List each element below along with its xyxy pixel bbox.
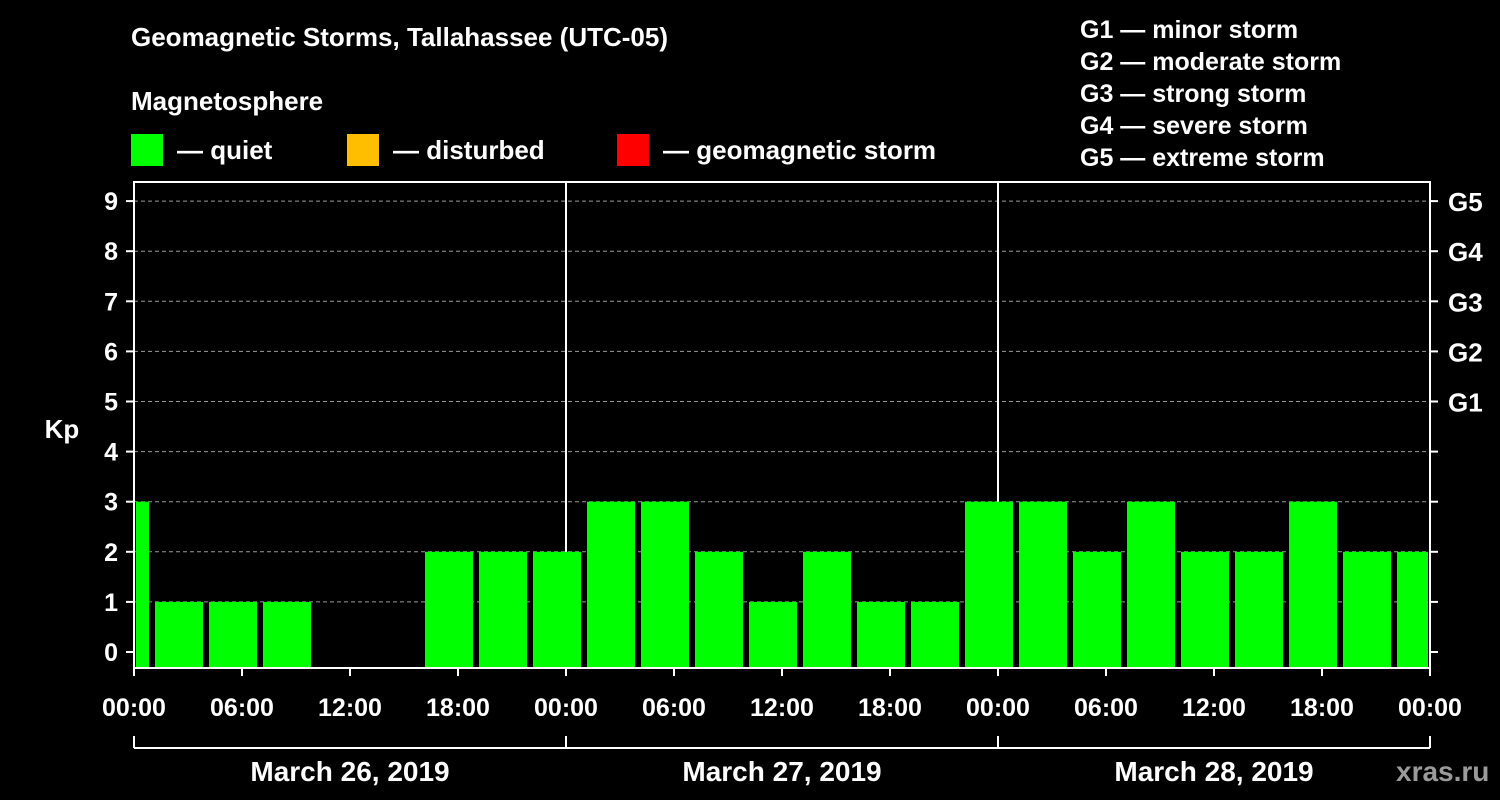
x-tick-label: 00:00 <box>966 694 1030 722</box>
kp-bar <box>1181 551 1229 668</box>
y-tick-label: 0 <box>104 639 118 667</box>
kp-bar <box>1019 501 1067 668</box>
kp-bar <box>209 601 257 668</box>
g-scale-g1: G1 — minor storm <box>1080 16 1299 44</box>
x-tick-label: 18:00 <box>426 694 490 722</box>
g-level-label: G2 <box>1448 337 1483 367</box>
legend-swatch-disturbed <box>347 134 379 166</box>
x-tick-label: 12:00 <box>318 694 382 722</box>
kp-bar <box>695 551 743 668</box>
x-tick-label: 00:00 <box>1398 694 1462 722</box>
y-tick-label: 8 <box>104 238 118 266</box>
g-scale-g3: G3 — strong storm <box>1080 80 1307 108</box>
date-label: March 26, 2019 <box>250 756 449 787</box>
kp-bar <box>857 601 905 668</box>
x-tick-label: 18:00 <box>858 694 922 722</box>
chart-title: Geomagnetic Storms, Tallahassee (UTC-05) <box>131 22 669 52</box>
kp-bar <box>263 601 311 668</box>
x-tick-label: 18:00 <box>1290 694 1354 722</box>
kp-bar <box>136 501 149 668</box>
legend-item-quiet: — quiet <box>131 133 272 167</box>
x-tick-label: 00:00 <box>102 694 166 722</box>
kp-bar <box>1289 501 1337 668</box>
y-tick-label: 3 <box>104 489 118 517</box>
legend-label-disturbed: — disturbed <box>393 134 545 165</box>
kp-bar <box>911 601 959 668</box>
date-label: March 28, 2019 <box>1114 756 1313 787</box>
x-tick-label: 06:00 <box>1074 694 1138 722</box>
kp-bar <box>749 601 797 668</box>
legend-item-disturbed: — disturbed <box>347 133 545 167</box>
kp-bar <box>641 501 689 668</box>
g-scale-g2: G2 — moderate storm <box>1080 48 1342 76</box>
legend-swatch-quiet <box>131 134 163 166</box>
x-tick-label: 12:00 <box>1182 694 1246 722</box>
x-tick-label: 00:00 <box>534 694 598 722</box>
g-scale-legend: G1 — minor storm G2 — moderate storm G3 … <box>1080 14 1341 174</box>
g-level-label: G1 <box>1448 388 1483 418</box>
x-tick-label: 06:00 <box>642 694 706 722</box>
kp-bar <box>1235 551 1283 668</box>
kp-bar <box>965 501 1013 668</box>
kp-bar <box>533 551 581 668</box>
g-level-label: G4 <box>1448 237 1483 267</box>
legend-swatch-storm <box>617 134 649 166</box>
y-tick-label: 4 <box>104 439 118 467</box>
kp-bar <box>1127 501 1175 668</box>
legend-item-storm: — geomagnetic storm <box>617 133 936 167</box>
kp-bar <box>155 601 203 668</box>
y-tick-label: 9 <box>104 188 118 216</box>
g-level-label: G5 <box>1448 187 1483 217</box>
kp-bar <box>479 551 527 668</box>
kp-bar <box>1343 551 1391 668</box>
kp-bar <box>1397 551 1428 668</box>
date-label: March 27, 2019 <box>682 756 881 787</box>
watermark: xras.ru <box>1396 756 1490 787</box>
legend-heading: Magnetosphere <box>131 86 324 116</box>
y-tick-label: 6 <box>104 338 118 366</box>
kp-bar <box>425 551 473 668</box>
y-tick-label: 5 <box>104 389 118 417</box>
kp-bar <box>803 551 851 668</box>
kp-bar <box>587 501 635 668</box>
kp-bar <box>1073 551 1121 668</box>
legend-label-storm: — geomagnetic storm <box>663 134 937 165</box>
y-tick-label: 1 <box>104 589 118 617</box>
y-tick-label: 7 <box>104 288 118 316</box>
x-tick-label: 06:00 <box>210 694 274 722</box>
g-scale-g4: G4 — severe storm <box>1080 112 1308 140</box>
x-tick-label: 12:00 <box>750 694 814 722</box>
g-level-label: G3 <box>1448 287 1483 317</box>
y-tick-label: 2 <box>104 539 118 567</box>
y-axis-label: Kp <box>45 414 80 444</box>
g-scale-g5: G5 — extreme storm <box>1080 144 1325 172</box>
legend-label-quiet: — quiet <box>177 134 273 165</box>
